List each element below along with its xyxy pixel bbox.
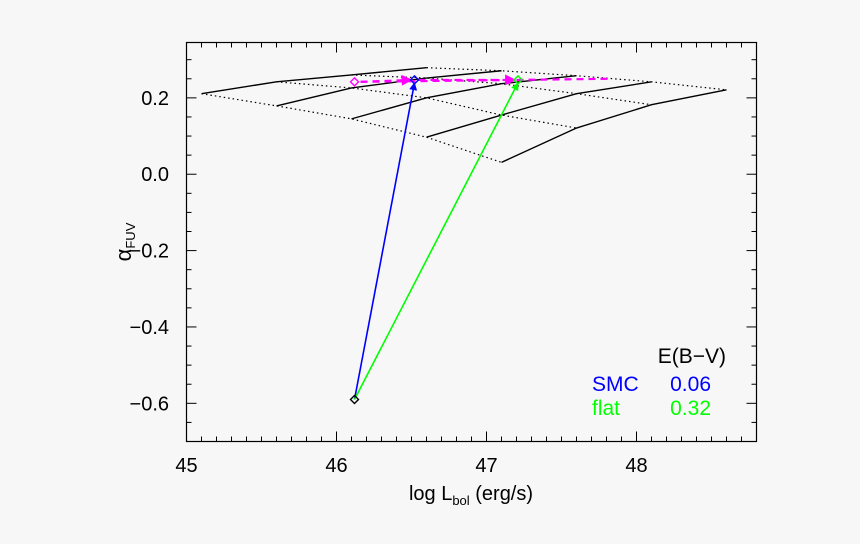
legend-name-smc: SMC — [592, 373, 639, 396]
y-axis-label: αFUV — [111, 222, 138, 261]
model-dotted-line — [426, 67, 727, 91]
model-solid-line — [201, 67, 427, 95]
legend-name-flat: flat — [592, 397, 620, 420]
y-tick-label: 0.0 — [141, 164, 169, 186]
model-solid-line — [501, 89, 727, 164]
model-solid-line — [426, 81, 652, 138]
x-tick-label: 47 — [475, 455, 497, 477]
flat-arrow — [353, 82, 519, 400]
x-axis-label: log Lbol (erg/s) — [409, 483, 533, 508]
smc-point-marker — [409, 74, 420, 85]
observed-point-marker — [349, 394, 360, 405]
y-tick-label: 0.2 — [141, 88, 169, 110]
legend-title: E(B−V) — [658, 345, 726, 368]
flat-point-marker — [513, 74, 523, 85]
x-tick-label: 48 — [625, 455, 647, 477]
y-tick-label: −0.4 — [130, 317, 169, 339]
legend-value-flat: 0.32 — [670, 397, 711, 420]
magenta-arrow-to-smc — [360, 74, 413, 86]
x-tick-label: 45 — [175, 455, 197, 477]
model-solid-line — [276, 70, 502, 107]
x-tick-label: 46 — [325, 455, 347, 477]
smc-arrow — [353, 82, 418, 400]
magenta-point-marker — [349, 76, 360, 87]
model-dotted-line — [276, 81, 577, 129]
y-tick-label: −0.6 — [130, 393, 169, 415]
y-tick-label: −0.2 — [130, 241, 169, 263]
model-solid-line — [351, 75, 577, 120]
legend-value-smc: 0.06 — [670, 373, 711, 396]
model-dotted-line — [201, 93, 502, 163]
